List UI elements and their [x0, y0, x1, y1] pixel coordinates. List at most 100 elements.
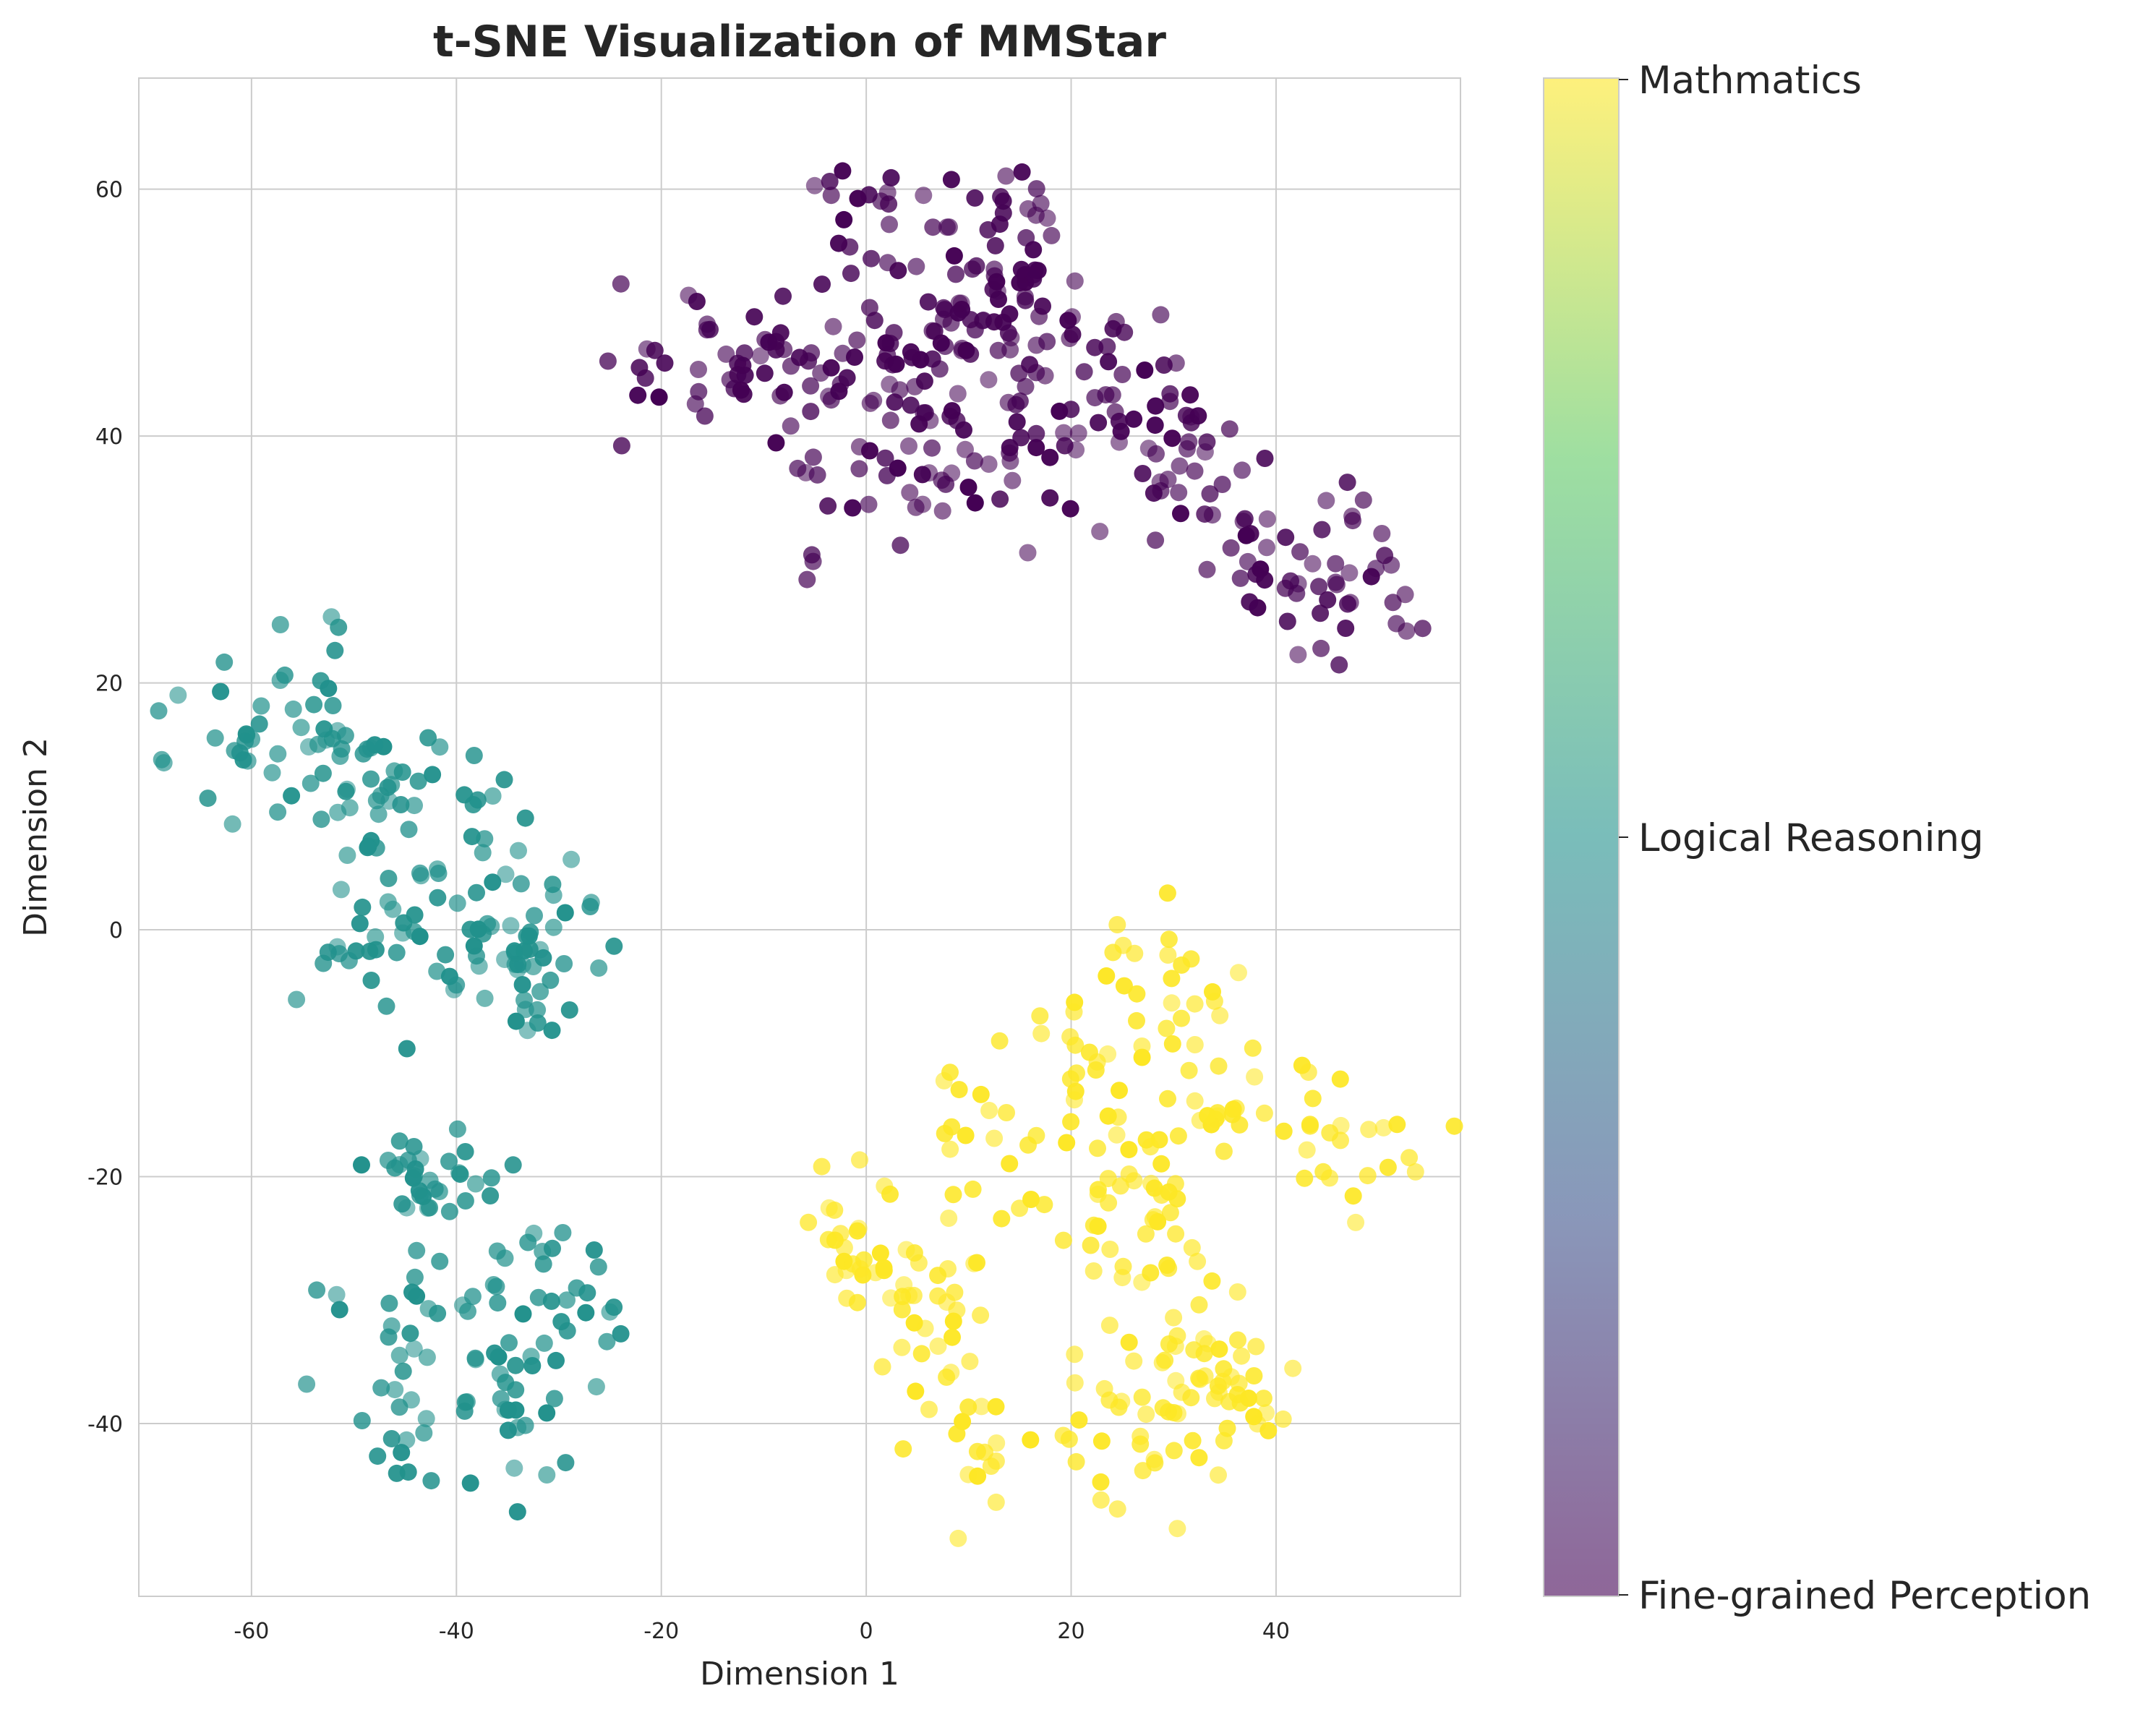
data-point [599, 352, 617, 370]
data-point [456, 1143, 474, 1160]
data-point [1058, 1134, 1076, 1152]
data-point [215, 653, 234, 671]
data-point [1183, 1238, 1201, 1257]
data-point [482, 1169, 500, 1187]
data-point [1244, 1039, 1262, 1057]
data-point [1100, 1317, 1118, 1335]
data-point [842, 265, 860, 283]
data-point [830, 234, 847, 252]
data-point [775, 383, 793, 401]
data-point [782, 417, 800, 435]
data-point [957, 440, 974, 458]
data-point [980, 1102, 998, 1119]
data-point [411, 928, 429, 946]
data-point [1289, 646, 1307, 664]
data-point [271, 672, 289, 689]
data-point [448, 894, 466, 912]
data-point [936, 338, 954, 355]
data-point [461, 1474, 479, 1492]
data-point [269, 803, 287, 821]
data-point [367, 928, 385, 946]
series-logical-reasoning [150, 608, 630, 1521]
data-point [526, 907, 543, 925]
data-point [1091, 523, 1109, 541]
data-point [429, 865, 448, 882]
data-point [1337, 620, 1355, 637]
data-point [844, 499, 862, 517]
data-point [386, 1381, 404, 1399]
data-point [1062, 1113, 1080, 1131]
data-point [954, 1413, 972, 1431]
data-point [959, 479, 978, 496]
data-point [985, 260, 1004, 278]
data-point [1004, 471, 1022, 489]
x-tick-label: -60 [234, 1619, 269, 1644]
data-point [1086, 338, 1104, 356]
data-point [497, 1374, 515, 1392]
data-point [305, 696, 323, 714]
data-point [894, 1288, 912, 1306]
data-point [150, 702, 168, 720]
data-point [929, 1338, 947, 1355]
data-point [1152, 306, 1170, 324]
data-point [881, 1185, 899, 1203]
data-point [935, 299, 953, 317]
data-point [406, 1268, 424, 1286]
data-point [340, 951, 358, 970]
data-point [463, 1288, 482, 1306]
data-point [942, 171, 960, 189]
series-fine-grained-perception [599, 162, 1432, 674]
data-point [1054, 1231, 1072, 1249]
data-point [961, 1353, 979, 1371]
data-point [601, 1303, 619, 1321]
data-point [555, 955, 573, 972]
data-point [819, 497, 837, 515]
data-point [1061, 330, 1079, 348]
data-point [338, 847, 356, 864]
data-point [283, 787, 301, 805]
y-axis-label: Dimension 2 [17, 737, 54, 937]
data-point [402, 1391, 420, 1409]
data-point [972, 1306, 990, 1324]
data-point [826, 1201, 844, 1219]
data-point [1159, 1090, 1176, 1108]
data-point [920, 1400, 938, 1418]
data-point [562, 850, 581, 868]
data-point [301, 774, 320, 792]
data-point [1210, 1466, 1227, 1484]
data-point [1137, 1405, 1155, 1424]
data-point [558, 1291, 576, 1309]
data-point [941, 1140, 959, 1158]
data-point [968, 1254, 985, 1272]
data-point [834, 344, 852, 362]
data-point [949, 385, 967, 403]
data-point [782, 357, 800, 375]
data-point [1166, 1338, 1184, 1356]
data-point [889, 262, 907, 280]
data-point [834, 162, 852, 180]
data-point [1032, 194, 1050, 213]
data-point [1062, 401, 1080, 419]
data-point [1126, 944, 1144, 962]
data-point [935, 1071, 953, 1090]
data-point [169, 686, 187, 704]
data-point [950, 294, 968, 312]
data-point [398, 1040, 416, 1058]
data-point [612, 1324, 630, 1343]
data-point [445, 980, 463, 998]
data-point [1330, 656, 1348, 674]
data-point [803, 344, 821, 362]
data-point [502, 917, 520, 935]
data-point [1296, 1169, 1314, 1187]
data-point [1111, 1177, 1129, 1195]
data-point [431, 1252, 449, 1270]
data-point [1017, 377, 1035, 395]
data-point [985, 1129, 1004, 1147]
data-point [942, 314, 960, 332]
data-point [1108, 1126, 1126, 1144]
data-point [516, 1416, 534, 1434]
data-point [1163, 429, 1181, 448]
data-point [804, 448, 822, 466]
data-point [1161, 1204, 1179, 1222]
data-point [554, 1224, 572, 1241]
